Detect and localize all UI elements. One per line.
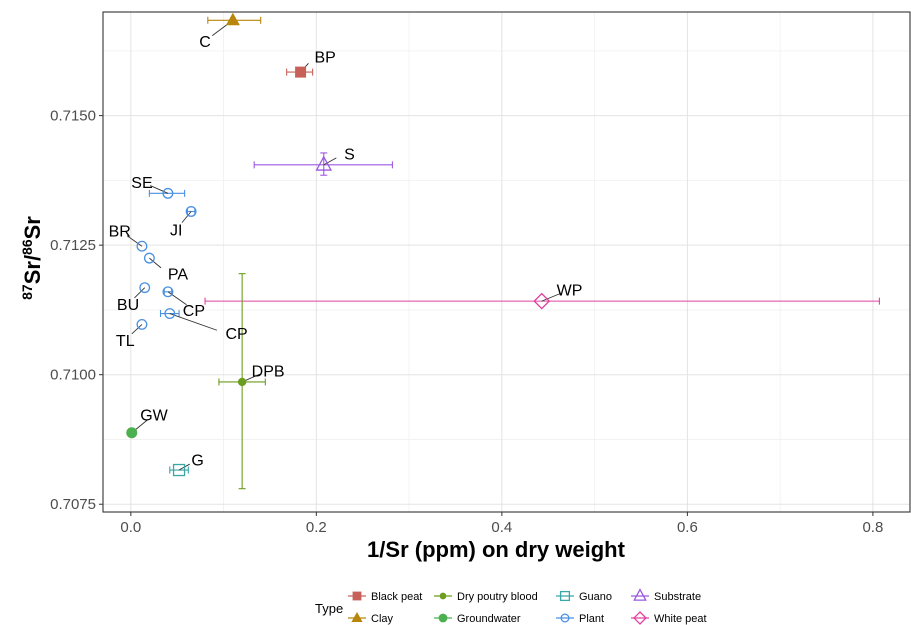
legend-key-marker [439, 592, 447, 600]
legend-label: White peat [654, 613, 707, 625]
point-label-g: G [191, 453, 203, 470]
label-leader-line [169, 313, 218, 331]
x-tick-label: 0.0 [120, 519, 141, 536]
data-point-dpb [237, 377, 247, 387]
label-leader-line [167, 291, 187, 306]
legend-key-marker [438, 613, 448, 623]
legend-label: Clay [371, 613, 394, 625]
x-tick-label: 0.8 [862, 519, 883, 536]
legend: Type Black peat Clay Dry poutry blood Groun… [315, 588, 707, 625]
data-point-c [225, 12, 240, 26]
label-leader-line [149, 257, 162, 269]
point-label-br: BR [109, 224, 131, 241]
legend-key-marker [633, 611, 647, 625]
legend-key-marker [352, 591, 362, 601]
y-axis-title-mid: Sr/ [20, 255, 45, 284]
label-leader-line [126, 235, 143, 247]
legend-label: Plant [579, 613, 604, 625]
y-axis-title-sup1: 87 [19, 284, 35, 300]
x-tick-label: 0.4 [491, 519, 512, 536]
legend-item: Clay [348, 612, 394, 625]
point-label-tl: TL [116, 333, 135, 350]
data-point-se [162, 187, 174, 199]
legend-item: Guano [556, 590, 612, 603]
data-point-br [136, 240, 148, 252]
label-leader-line [323, 157, 337, 166]
y-axis-title-sup2: 86 [19, 239, 35, 255]
data-point-cp [162, 286, 174, 298]
data-point-wp [533, 292, 551, 310]
legend-items: Black peat Clay Dry poutry blood Groundwate… [348, 588, 707, 625]
label-leader-line [541, 292, 562, 302]
label-leader-line [181, 211, 192, 223]
legend-key-marker [559, 590, 571, 602]
error-bars [148, 16, 880, 490]
point-label-c: C [199, 34, 211, 51]
legend-label: Dry poutry blood [457, 591, 538, 603]
legend-item: Substrate [631, 588, 701, 603]
data-point-ji [185, 206, 197, 217]
legend-key-marker [351, 612, 363, 622]
label-leader-line [134, 287, 146, 299]
data-point-bp [295, 66, 307, 78]
label-leaders [126, 19, 562, 471]
point-label-bu: BU [117, 297, 139, 314]
legend-key-marker [633, 588, 647, 601]
legend-title: Type [315, 601, 343, 616]
data-point-tl [136, 318, 148, 330]
data-points [126, 12, 551, 477]
grid [103, 12, 910, 512]
data-point-s [315, 155, 333, 171]
point-label-bp: BP [314, 50, 335, 67]
point-labels: C BP S SE JI BR PA BU CP CP TL WP DPB GW G [109, 34, 583, 470]
legend-label: Substrate [654, 591, 701, 603]
legend-item: Black peat [348, 591, 422, 603]
point-label-ji: JI [170, 223, 182, 240]
x-tick-label: 0.6 [677, 519, 698, 536]
legend-label: Black peat [371, 591, 422, 603]
data-point-bu [139, 282, 151, 294]
point-label-dpb: DPB [252, 364, 285, 381]
data-point-pa [143, 252, 155, 264]
data-point-g [172, 463, 186, 477]
point-label-cp: CP [225, 326, 247, 343]
y-tick-label: 0.7100 [50, 367, 96, 384]
y-tick-label: 0.7125 [50, 237, 96, 254]
legend-label: Guano [579, 591, 612, 603]
data-point-gw [126, 427, 138, 439]
legend-item: White peat [631, 611, 707, 625]
x-axis-title: 1/Sr (ppm) on dry weight [367, 537, 626, 562]
y-tick-label: 0.7150 [50, 108, 96, 125]
label-leader-line [131, 324, 143, 335]
y-axis-title: 87Sr/86Sr [19, 216, 45, 300]
point-label-s: S [344, 146, 355, 163]
point-label-gw: GW [140, 408, 168, 425]
label-leader-line [150, 185, 169, 194]
legend-label: Groundwater [457, 613, 521, 625]
x-tick-label: 0.2 [306, 519, 327, 536]
legend-item: Plant [556, 613, 604, 625]
legend-item: Groundwater [434, 613, 521, 625]
point-label-pa: PA [168, 267, 188, 284]
y-axis-title-end: Sr [20, 216, 45, 240]
y-tick-label: 0.7075 [50, 496, 96, 513]
x-axis-ticks: 0.0 0.2 0.4 0.6 0.8 [120, 512, 883, 536]
point-label-cp: CP [183, 303, 205, 320]
point-label-se: SE [131, 175, 152, 192]
y-axis-ticks: 0.7075 0.7100 0.7125 0.7150 [50, 108, 103, 513]
legend-key-marker [560, 613, 570, 623]
plot-panel-border [102, 11, 911, 513]
legend-item: Dry poutry blood [434, 591, 538, 603]
point-label-wp: WP [557, 283, 583, 300]
data-point-cp [164, 308, 176, 320]
